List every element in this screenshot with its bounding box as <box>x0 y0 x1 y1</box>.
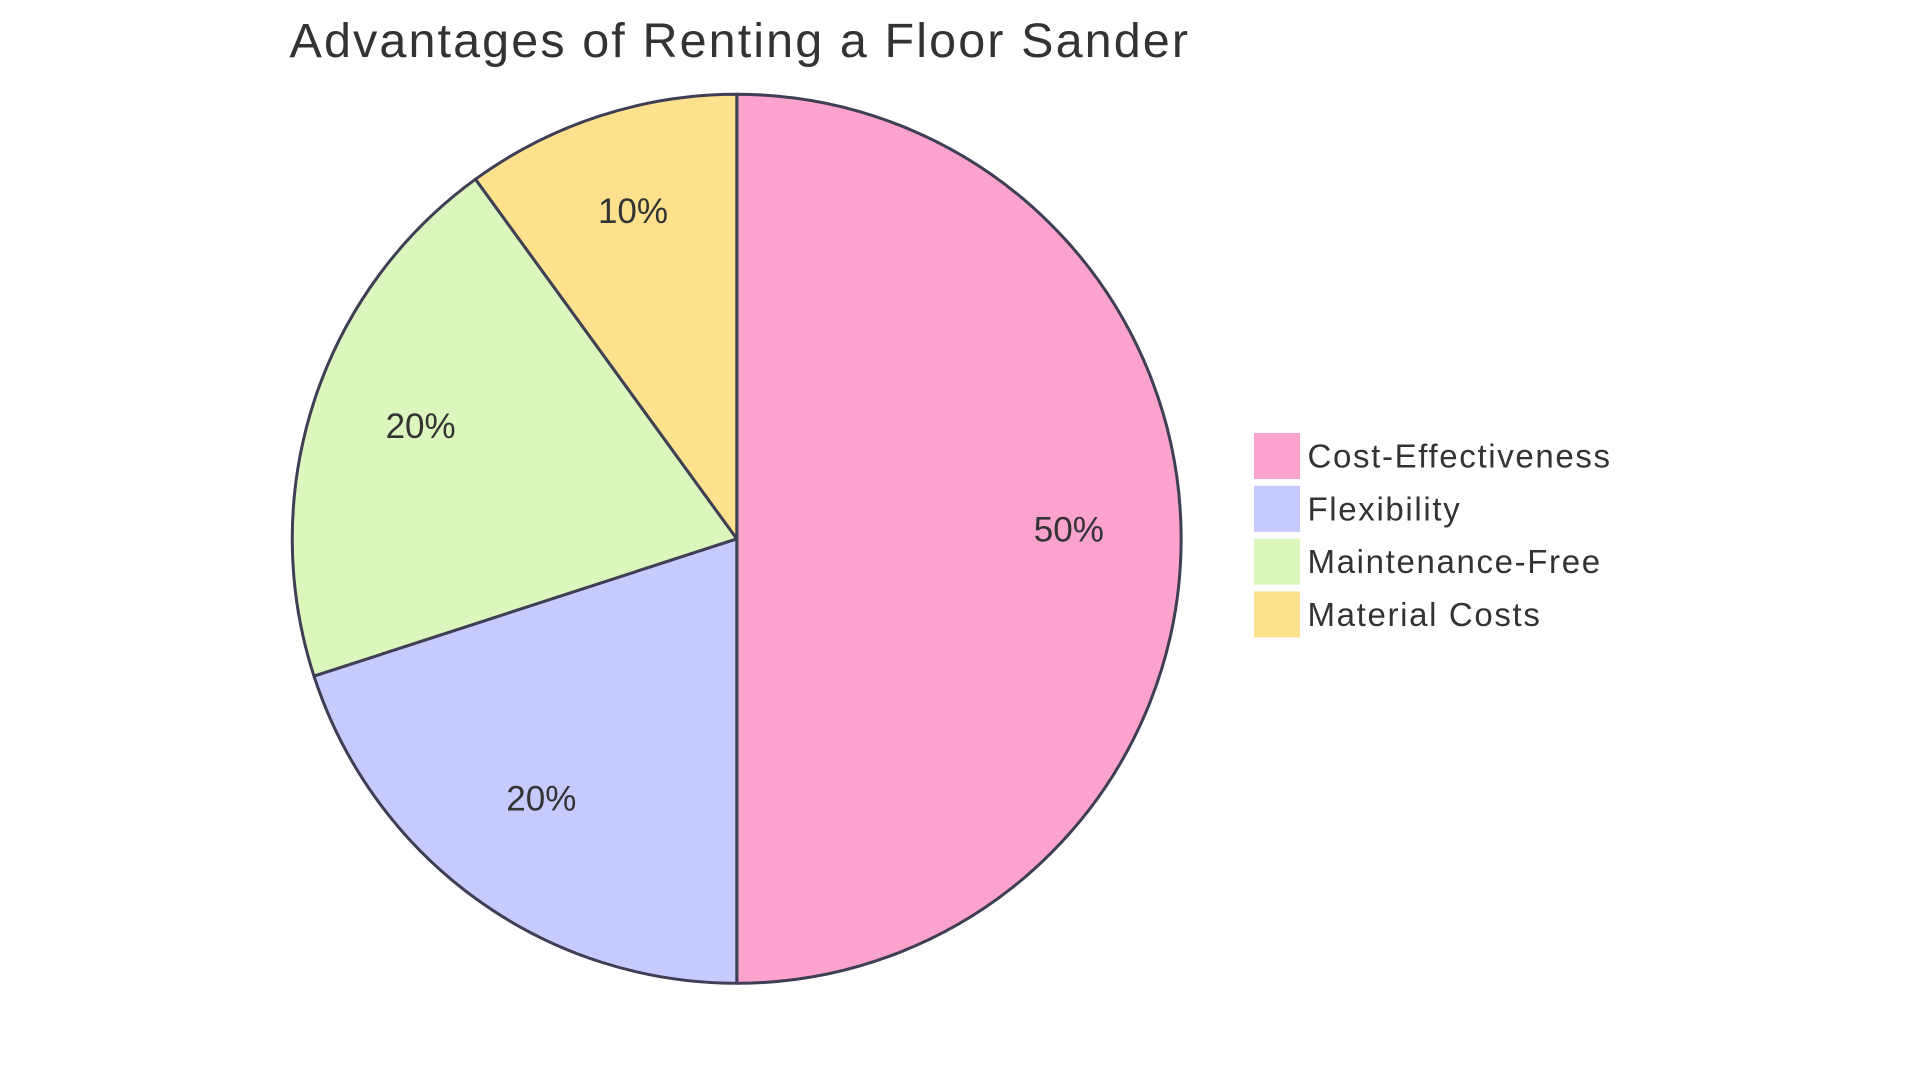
svg-text:10%: 10% <box>598 192 668 231</box>
svg-text:Material Costs: Material Costs <box>1308 596 1542 633</box>
svg-text:Flexibility: Flexibility <box>1308 490 1462 527</box>
svg-text:20%: 20% <box>386 407 456 446</box>
svg-text:Advantages of Renting a Floor: Advantages of Renting a Floor Sander <box>290 14 1191 68</box>
svg-text:Cost-Effectiveness: Cost-Effectiveness <box>1308 438 1612 475</box>
svg-text:50%: 50% <box>1034 510 1104 549</box>
svg-text:Maintenance-Free: Maintenance-Free <box>1308 543 1602 580</box>
svg-text:20%: 20% <box>506 779 576 818</box>
